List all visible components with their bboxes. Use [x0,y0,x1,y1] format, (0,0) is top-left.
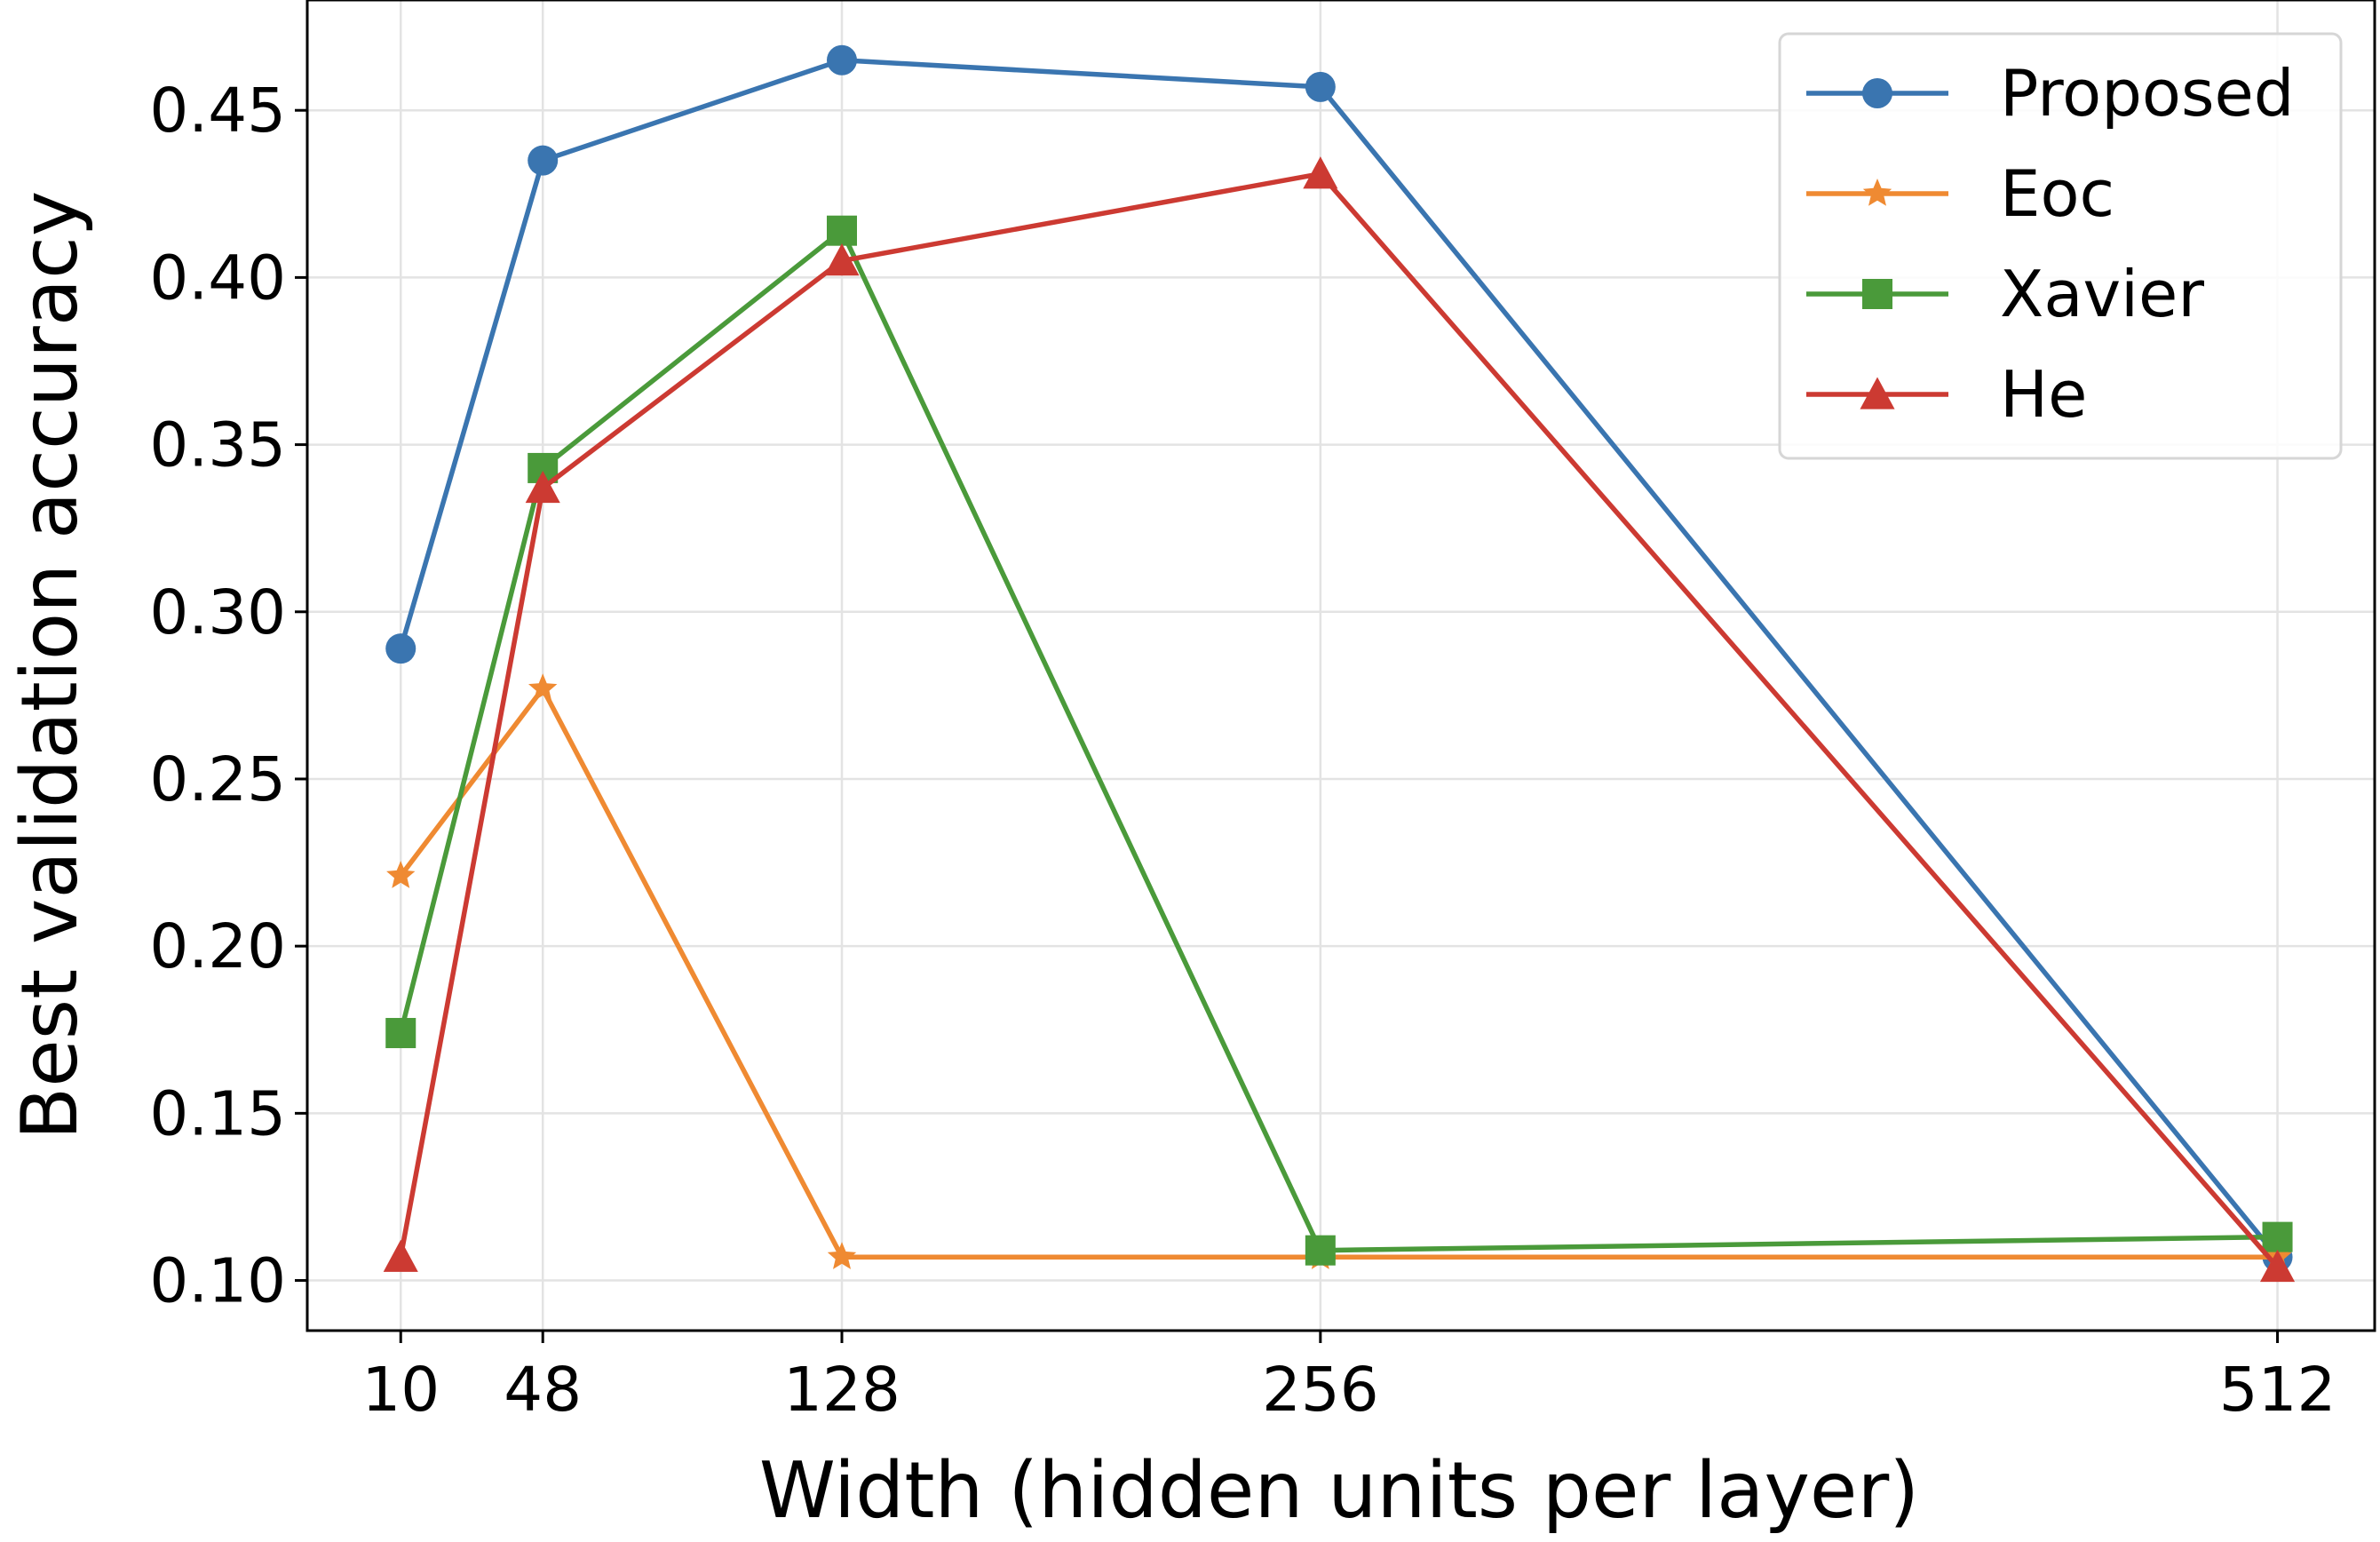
x-tick-label: 128 [783,1355,900,1426]
data-point-square [826,215,857,246]
y-tick-label: 0.45 [149,76,286,147]
data-point-triangle [383,1239,418,1272]
y-tick-label: 0.25 [149,744,286,815]
axis-ticks: 10 48 128 256 512 0.10 0.15 0.20 0.25 0.30 0.35 0.4… [149,76,2336,1426]
y-tick-label: 0.15 [149,1078,286,1149]
data-point-circle [1862,78,1892,108]
data-point-triangle [824,243,860,276]
data-point-triangle [525,470,560,504]
data-point-circle [1305,71,1336,102]
series-lines [383,44,2296,1283]
legend-label: Xavier [2000,257,2204,331]
legend: Proposed Eoc Xavier He [1778,32,2343,460]
legend-entry-xavier: Xavier [1806,257,2204,331]
data-point-triangle [2259,1249,2296,1283]
legend-entry-proposed: Proposed [1806,56,2295,131]
data-point-star [528,673,558,702]
data-point-square [385,1018,416,1049]
legend-label: He [2000,357,2087,432]
data-point-square [2262,1221,2293,1252]
y-axis-label: Best validation accuracy [4,191,95,1141]
data-point-triangle [1303,156,1338,189]
x-axis-label: Width (hidden units per layer) [759,1445,1919,1536]
data-point-star [1862,179,1892,206]
legend-label: Proposed [2000,56,2295,131]
data-point-circle [826,44,857,76]
series-xavier [385,215,2293,1266]
legend-entry-he: He [1806,357,2087,432]
x-tick-label: 512 [2219,1355,2336,1426]
data-point-triangle [1860,377,1895,409]
y-tick-label: 0.40 [149,242,286,314]
y-tick-label: 0.10 [149,1246,286,1317]
data-point-square [1305,1235,1336,1266]
legend-label: Eoc [2000,156,2114,231]
series-line [399,686,2278,1260]
legend-entry-eoc: Eoc [1806,156,2114,231]
data-point-square [1862,279,1892,309]
series-he [383,156,2296,1283]
data-point-star [827,1242,857,1269]
x-tick-label: 256 [1262,1355,1379,1426]
series-eoc [386,673,2292,1269]
x-tick-label: 48 [504,1355,582,1426]
data-point-circle [385,633,416,664]
y-tick-label: 0.20 [149,911,286,982]
y-tick-label: 0.35 [149,410,286,481]
data-point-circle [528,145,559,176]
data-point-star [386,861,416,888]
legend-box [1778,32,2343,460]
plot-frame [305,0,2376,1332]
x-tick-label: 10 [361,1355,440,1426]
y-tick-label: 0.30 [149,577,286,648]
